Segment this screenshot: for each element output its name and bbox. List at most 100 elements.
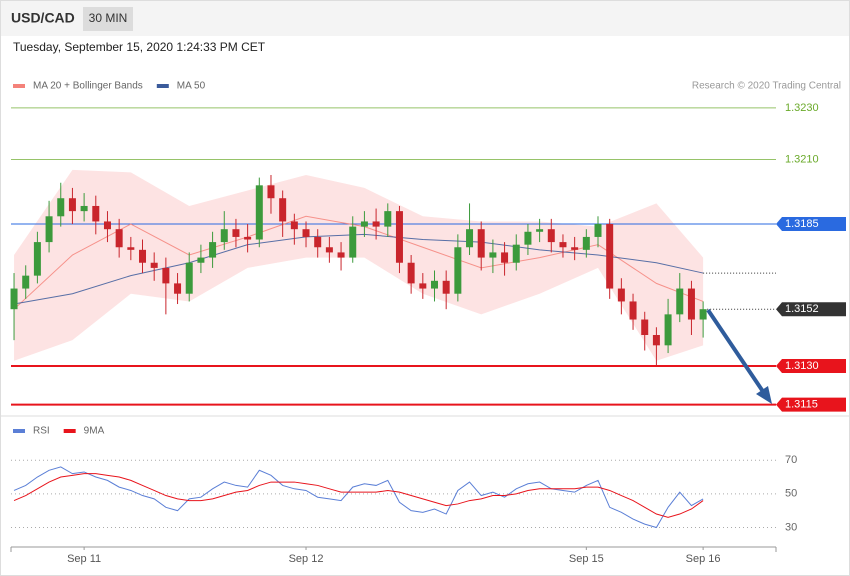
candle-body [115,229,123,248]
level-label-box [776,397,846,412]
candle-body [395,211,403,263]
candle-body [442,280,450,294]
y-tick-label: 70 [785,454,797,466]
candle-body [57,198,65,217]
candle-body [302,229,310,237]
y-tick-label: 50 [785,488,797,500]
overlay [706,308,772,404]
copyright: Research © 2020 Trading Central [692,81,841,92]
candle-body [419,283,427,289]
candle-body [582,236,590,250]
candle-body [244,236,252,240]
candle-body [103,221,111,230]
candle-body [209,242,217,258]
level-label: 1.3230 [785,102,819,114]
level-label: 1.3130 [785,360,819,372]
candle-body [547,229,555,243]
candle-body [33,242,41,276]
timestamp: Tuesday, September 15, 2020 1:24:33 PM C… [13,40,266,54]
interval-badge [83,7,133,31]
candle-body [454,247,462,294]
candle-body [360,221,368,227]
header-bar [1,1,849,36]
candle-body [314,236,322,248]
forecast-arrow-head [756,386,772,404]
level-label-box [776,302,846,317]
legend-label: MA 50 [177,81,206,92]
level-label: 1.3115 [785,399,818,411]
level-label: 1.3185 [785,218,819,230]
candle-body [220,229,228,243]
candle-body [174,283,182,294]
candle-body [617,288,625,302]
legend-label: RSI [33,426,50,437]
candle-body [676,288,684,315]
forecast-arrow [706,308,766,395]
symbol: USD/CAD [11,10,75,26]
rsi-panel: 70 50 30 RSI 9MA Sep 11 Sep 12 Sep 15 Sep 16 [10,426,797,565]
candle-body [407,262,415,284]
candle-body [197,257,205,263]
candle-body [92,205,100,222]
candle-body [524,231,532,245]
candle-body [512,244,520,263]
candle-body [22,275,30,289]
candle-body [384,211,392,227]
candle-body [477,229,485,258]
candle-body [185,262,193,294]
candle-body [279,198,287,222]
x-tick-label: Sep 15 [569,553,604,565]
candle-body [664,314,672,346]
candle-body [489,252,497,258]
x-tick-label: Sep 16 [686,553,721,565]
price-panel: MA 20 + Bollinger Bands MA 50 1.3230 1.3210… [10,81,846,412]
candle-body [139,249,147,263]
candle-body [699,309,707,320]
legend-label: 9MA [84,426,105,437]
candle-body [559,242,567,248]
candle-body [290,221,298,230]
candle-body [80,205,88,212]
level-label: 1.3152 [785,303,819,315]
candle-body [594,224,602,237]
legend-swatch [13,84,25,88]
candle-body [45,216,53,243]
legend-swatch [13,429,25,433]
level-label: 1.3210 [785,153,819,165]
candle-body [150,262,158,268]
legend-swatch [156,84,169,88]
bollinger-band [14,169,704,361]
level-label-box [776,358,846,373]
candle-body [255,185,263,240]
indicator-line [13,473,704,518]
candle-body [349,226,357,258]
candle-body [372,221,380,227]
interval: 30 MIN [89,11,128,25]
y-tick-label: 30 [785,521,797,533]
candle-body [641,319,649,335]
candle-body [232,229,240,237]
legend-swatch [63,429,76,433]
candle-body [10,288,18,310]
candle-body [501,252,509,263]
level-label-box [776,217,846,232]
candle-body [652,335,660,346]
candle-body [466,229,474,248]
candle-body [629,301,637,320]
x-tick-label: Sep 12 [289,553,324,565]
candle-body [430,280,438,289]
candle-body [68,198,76,212]
candle-body [162,267,170,284]
candle-body [127,247,135,250]
candle-body [267,185,275,199]
candle-body [606,224,614,289]
candle-body [337,252,345,258]
indicator-line [13,466,704,529]
candle-body [325,247,333,253]
x-tick-label: Sep 11 [67,553,101,565]
candle-body [571,247,579,250]
legend-label: MA 20 + Bollinger Bands [33,81,143,92]
candle-body [687,288,695,320]
candle-body [536,229,544,232]
